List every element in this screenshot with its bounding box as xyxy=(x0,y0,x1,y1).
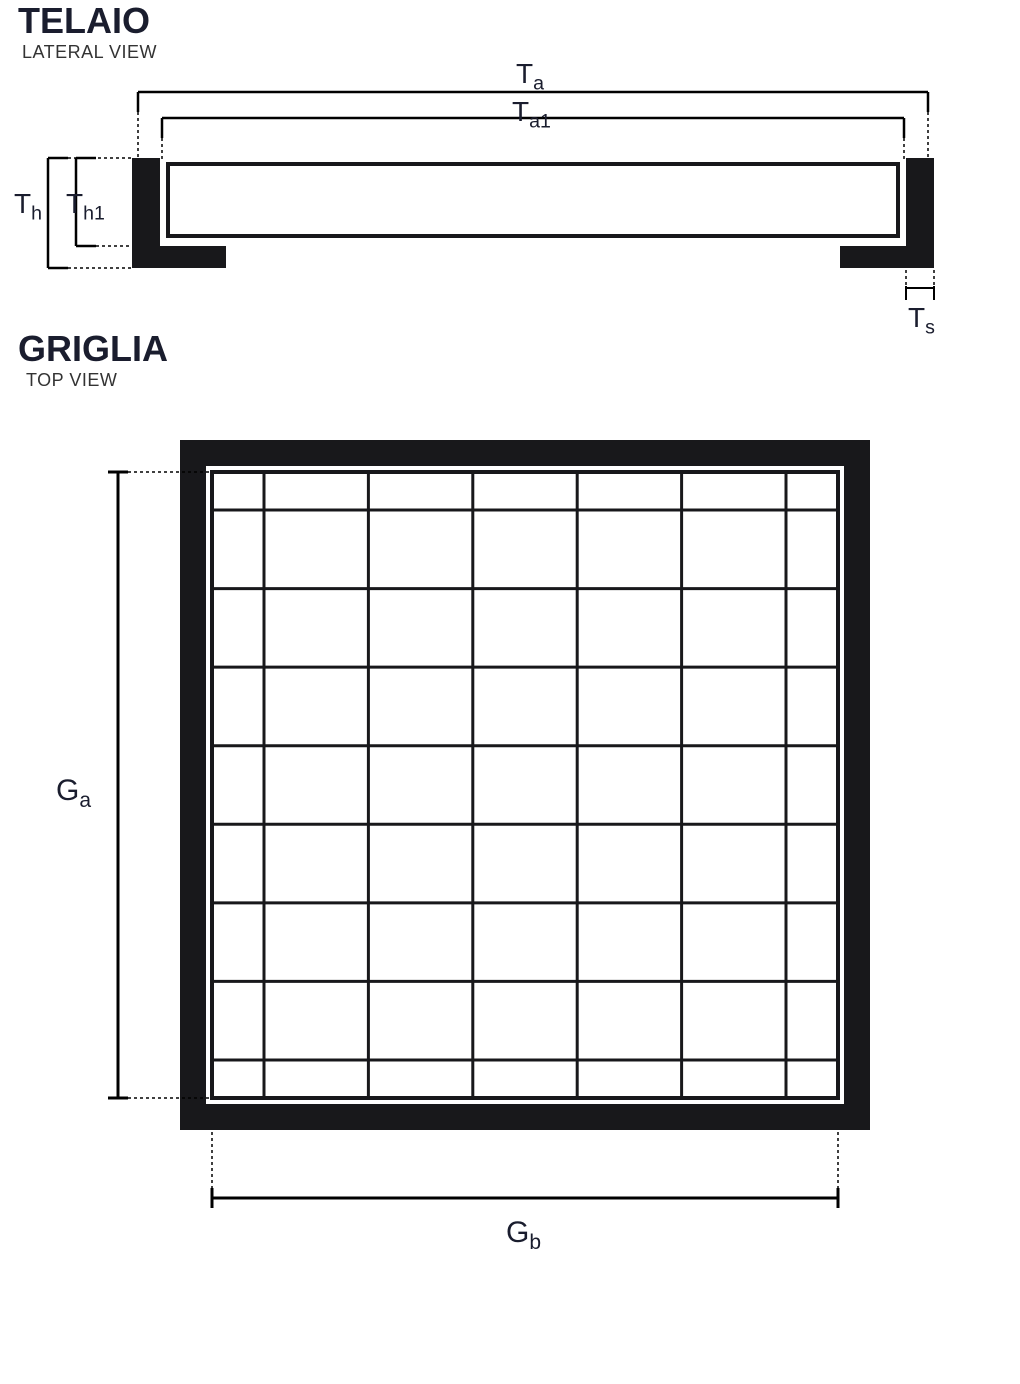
telaio-diagram xyxy=(0,56,1020,336)
griglia-title: GRIGLIA xyxy=(18,328,168,370)
label-Ta1: Ta1 xyxy=(512,96,551,134)
griglia-subtitle: TOP VIEW xyxy=(26,370,117,391)
label-Ga: Ga xyxy=(56,774,91,813)
label-Th: Th xyxy=(14,188,42,226)
label-Gb: Gb xyxy=(506,1216,541,1255)
label-Ta: Ta xyxy=(516,58,544,96)
label-Ts: Ts xyxy=(908,302,935,340)
telaio-title: TELAIO xyxy=(18,0,150,42)
label-Th1: Th1 xyxy=(66,188,105,226)
